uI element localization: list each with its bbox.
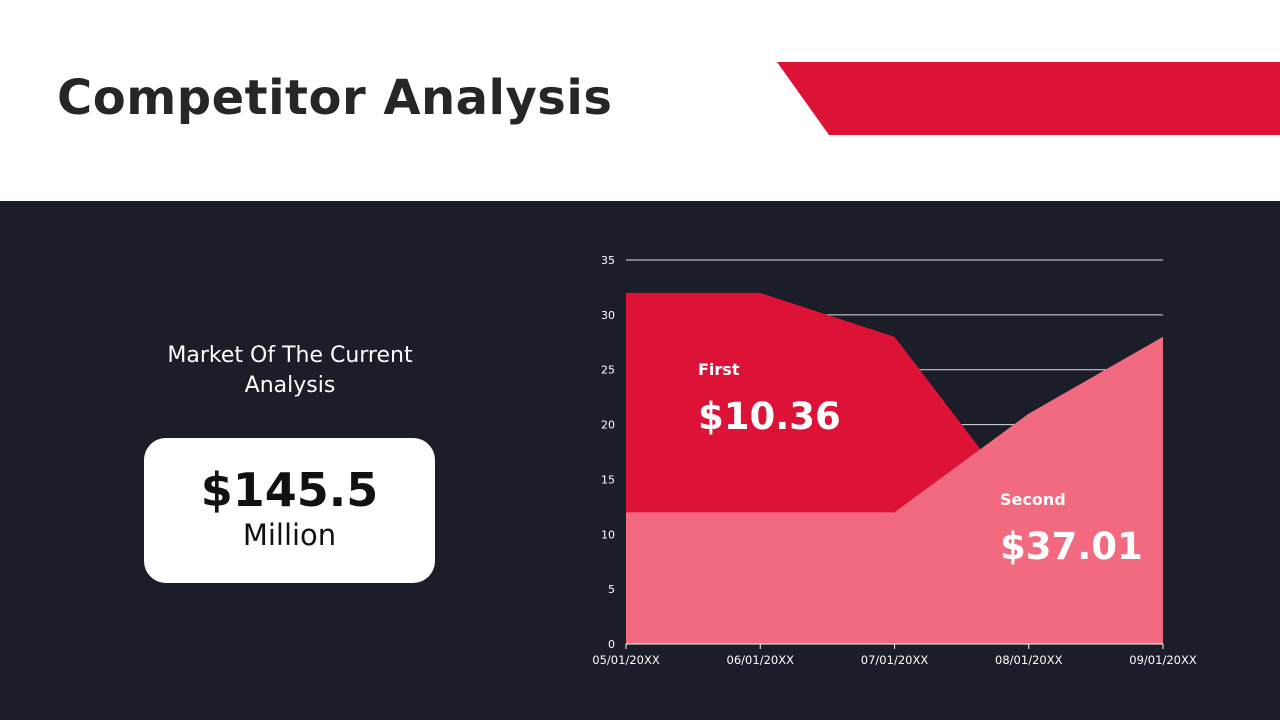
annotation-value: $10.36	[698, 395, 841, 438]
market-value: $145.5	[200, 463, 379, 517]
x-tick-label: 07/01/20XX	[861, 653, 929, 667]
market-value-card: $145.5 Million	[144, 438, 435, 583]
y-tick-label: 0	[608, 638, 615, 651]
annotation-label: First	[698, 360, 740, 379]
y-tick-label: 30	[601, 309, 615, 322]
y-tick-label: 25	[601, 364, 615, 377]
page-title: Competitor Analysis	[57, 70, 613, 126]
y-tick-label: 5	[608, 583, 615, 596]
market-label: Market Of The Current Analysis	[167, 343, 413, 398]
series-area-second	[626, 336, 1163, 644]
annotation-value: $37.01	[1000, 525, 1143, 568]
x-tick-label: 05/01/20XX	[592, 653, 660, 667]
annotation-label: Second	[1000, 490, 1066, 509]
accent-banner-shape	[777, 62, 1280, 135]
axes: 0 5 10 15 20 25 30 35 05/01/20XX 06/01/20XX 07/01/…	[592, 254, 1197, 667]
y-tick-label: 35	[601, 254, 615, 267]
market-value-unit: Million	[242, 518, 337, 552]
y-tick-label: 20	[601, 419, 615, 432]
x-tick-label: 08/01/20XX	[995, 653, 1063, 667]
series-areas	[626, 292, 1163, 644]
chart-annotations: First $10.36 Second $37.01	[698, 360, 1143, 568]
x-tick-label: 06/01/20XX	[727, 653, 795, 667]
accent-banner	[777, 62, 1280, 135]
y-tick-label: 10	[601, 528, 615, 541]
y-tick-label: 15	[601, 473, 615, 486]
x-tick-label: 09/01/20XX	[1129, 653, 1197, 667]
